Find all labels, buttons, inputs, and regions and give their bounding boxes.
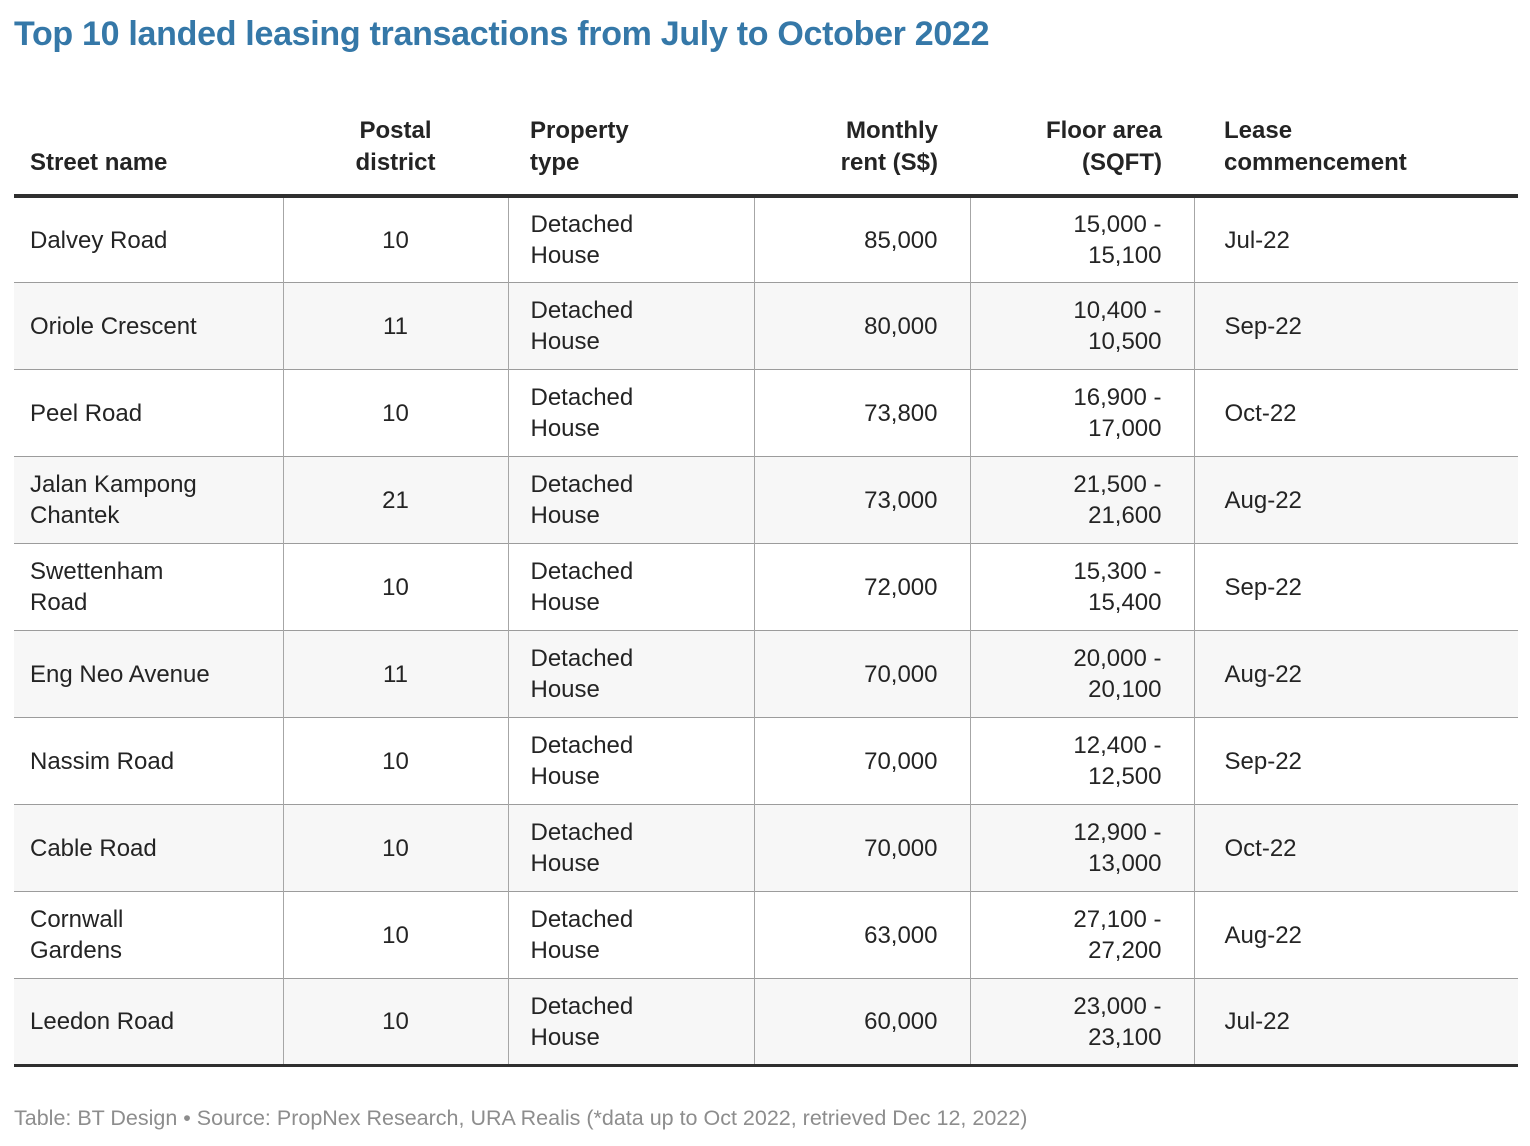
cell-postal-district: 10 [282, 717, 508, 805]
attribution-footer: Table: BT Design • Source: PropNex Resea… [14, 1106, 1028, 1131]
cell-property-type: Detached House [507, 195, 754, 283]
cell-monthly-rent: 70,000 [753, 630, 970, 718]
cell-property-type: Detached House [507, 282, 754, 370]
table-row: Dalvey Road 10 Detached House 85,000 15,… [14, 195, 1518, 283]
column-header-street-name: Street name [14, 114, 283, 198]
cell-street-name: Nassim Road [14, 717, 283, 805]
cell-postal-district: 11 [282, 282, 508, 370]
table-row: Nassim Road 10 Detached House 70,000 12,… [14, 717, 1518, 805]
cell-lease-commencement: Sep-22 [1193, 543, 1518, 631]
cell-monthly-rent: 70,000 [753, 717, 970, 805]
cell-floor-area: 10,400 - 10,500 [969, 282, 1194, 370]
column-header-lease-commencement: Lease commencement [1194, 114, 1518, 198]
cell-property-type: Detached House [507, 543, 754, 631]
cell-property-type: Detached House [507, 717, 754, 805]
header-row: Street name Postal district Property typ… [14, 114, 1518, 198]
table-title: Top 10 landed leasing transactions from … [14, 15, 990, 53]
cell-street-name: Oriole Crescent [14, 282, 283, 370]
table-row: Eng Neo Avenue 11 Detached House 70,000 … [14, 630, 1518, 718]
cell-street-name: Swettenham Road [14, 543, 283, 631]
cell-postal-district: 21 [282, 456, 508, 544]
table-row: Oriole Crescent 11 Detached House 80,000… [14, 282, 1518, 370]
cell-postal-district: 10 [282, 891, 508, 979]
cell-floor-area: 12,400 - 12,500 [969, 717, 1194, 805]
cell-lease-commencement: Jul-22 [1193, 195, 1518, 283]
column-header-monthly-rent: Monthly rent (S$) [754, 114, 970, 198]
cell-lease-commencement: Oct-22 [1193, 369, 1518, 457]
table-row: Cornwall Gardens 10 Detached House 63,00… [14, 891, 1518, 979]
column-header-floor-area: Floor area (SQFT) [970, 114, 1194, 198]
cell-lease-commencement: Sep-22 [1193, 282, 1518, 370]
cell-postal-district: 10 [282, 369, 508, 457]
column-header-property-type: Property type [508, 114, 754, 198]
cell-monthly-rent: 80,000 [753, 282, 970, 370]
cell-postal-district: 10 [282, 978, 508, 1068]
cell-monthly-rent: 72,000 [753, 543, 970, 631]
table-row: Peel Road 10 Detached House 73,800 16,90… [14, 369, 1518, 457]
cell-postal-district: 10 [282, 804, 508, 892]
cell-monthly-rent: 73,000 [753, 456, 970, 544]
cell-lease-commencement: Oct-22 [1193, 804, 1518, 892]
cell-street-name: Eng Neo Avenue [14, 630, 283, 718]
cell-lease-commencement: Jul-22 [1193, 978, 1518, 1068]
cell-monthly-rent: 63,000 [753, 891, 970, 979]
table-row: Leedon Road 10 Detached House 60,000 23,… [14, 978, 1518, 1068]
transactions-table: Street name Postal district Property typ… [14, 114, 1518, 1068]
column-header-postal-district: Postal district [283, 114, 508, 198]
cell-property-type: Detached House [507, 804, 754, 892]
cell-property-type: Detached House [507, 630, 754, 718]
cell-street-name: Dalvey Road [14, 195, 283, 283]
cell-street-name: Leedon Road [14, 978, 283, 1068]
cell-street-name: Cable Road [14, 804, 283, 892]
cell-floor-area: 15,300 - 15,400 [969, 543, 1194, 631]
table-row: Swettenham Road 10 Detached House 72,000… [14, 543, 1518, 631]
cell-floor-area: 27,100 - 27,200 [969, 891, 1194, 979]
cell-floor-area: 16,900 - 17,000 [969, 369, 1194, 457]
table-body: Dalvey Road 10 Detached House 85,000 15,… [14, 195, 1518, 1068]
cell-monthly-rent: 85,000 [753, 195, 970, 283]
cell-floor-area: 15,000 - 15,100 [969, 195, 1194, 283]
cell-floor-area: 23,000 - 23,100 [969, 978, 1194, 1068]
cell-floor-area: 20,000 - 20,100 [969, 630, 1194, 718]
cell-monthly-rent: 73,800 [753, 369, 970, 457]
cell-postal-district: 10 [282, 195, 508, 283]
cell-lease-commencement: Aug-22 [1193, 891, 1518, 979]
table-row: Cable Road 10 Detached House 70,000 12,9… [14, 804, 1518, 892]
cell-lease-commencement: Aug-22 [1193, 456, 1518, 544]
cell-property-type: Detached House [507, 369, 754, 457]
cell-property-type: Detached House [507, 978, 754, 1068]
cell-property-type: Detached House [507, 456, 754, 544]
cell-lease-commencement: Aug-22 [1193, 630, 1518, 718]
cell-monthly-rent: 60,000 [753, 978, 970, 1068]
table-row: Jalan Kampong Chantek 21 Detached House … [14, 456, 1518, 544]
cell-street-name: Jalan Kampong Chantek [14, 456, 283, 544]
cell-street-name: Cornwall Gardens [14, 891, 283, 979]
cell-monthly-rent: 70,000 [753, 804, 970, 892]
cell-street-name: Peel Road [14, 369, 283, 457]
cell-property-type: Detached House [507, 891, 754, 979]
cell-lease-commencement: Sep-22 [1193, 717, 1518, 805]
cell-postal-district: 10 [282, 543, 508, 631]
cell-postal-district: 11 [282, 630, 508, 718]
cell-floor-area: 21,500 - 21,600 [969, 456, 1194, 544]
cell-floor-area: 12,900 - 13,000 [969, 804, 1194, 892]
